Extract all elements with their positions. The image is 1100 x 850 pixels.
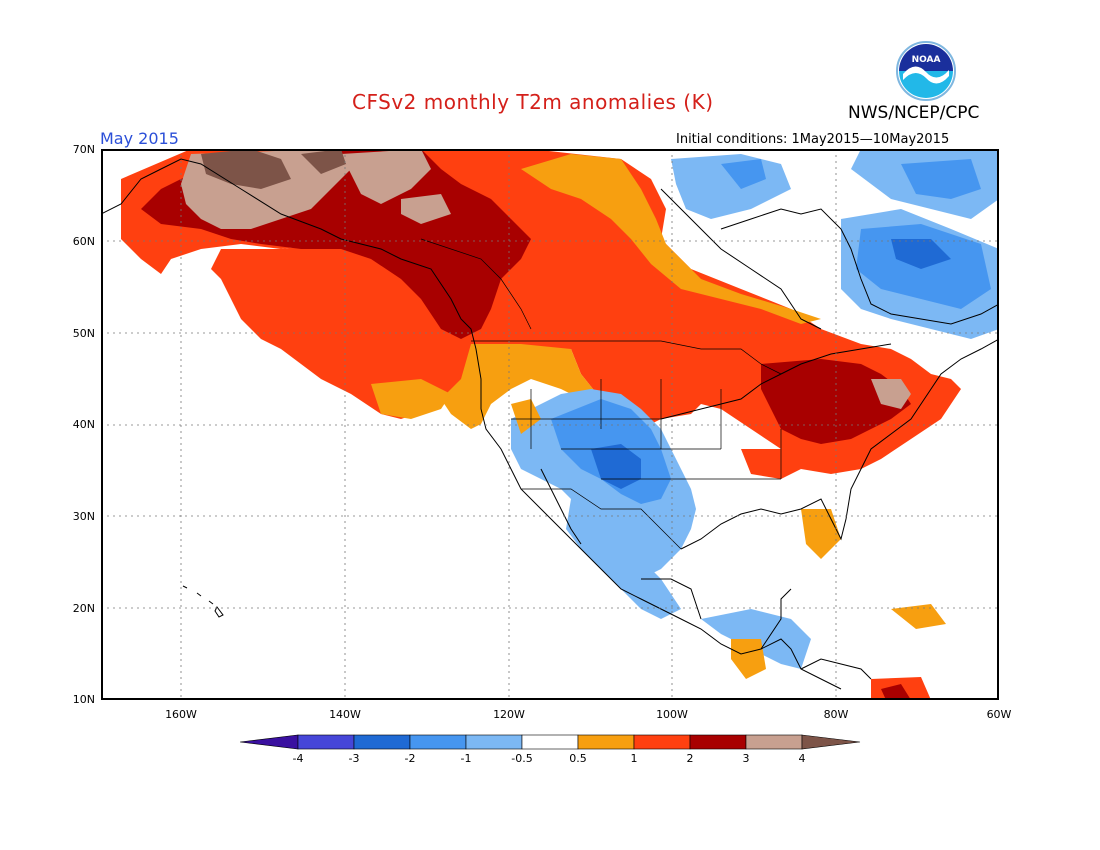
- lon-label-160w: 160W: [165, 708, 197, 721]
- hawaii-islands: [182, 585, 224, 618]
- temperature-anomaly-map: [101, 149, 999, 700]
- colorbar-segment: [297, 734, 355, 750]
- anomaly-fill: [121, 149, 999, 700]
- colorbar-label: 0.5: [569, 752, 587, 765]
- colorbar-label: -3: [348, 752, 360, 765]
- map-frame: [101, 149, 999, 700]
- colorbar-segment: [465, 734, 523, 750]
- lat-label-10n: 10N: [72, 693, 95, 706]
- lat-lon-grid: [101, 149, 999, 700]
- lon-label-140w: 140W: [329, 708, 361, 721]
- coastlines: [101, 158, 999, 690]
- lat-label-40n: 40N: [72, 418, 95, 431]
- lat-label-30n: 30N: [72, 510, 95, 523]
- lon-label-100w: 100W: [656, 708, 688, 721]
- colorbar-label: -4: [292, 752, 304, 765]
- colorbar-segment: [689, 734, 747, 750]
- lat-label-60n: 60N: [72, 235, 95, 248]
- chart-title: CFSv2 monthly T2m anomalies (K): [352, 90, 714, 114]
- colorbar-segment: [745, 734, 803, 750]
- colorbar-label: -0.5: [511, 752, 533, 765]
- colorbar-segment: [521, 734, 579, 750]
- noaa-logo-icon: NOAA: [896, 41, 956, 101]
- colorbar: [240, 734, 861, 750]
- colorbar-label: 2: [686, 752, 694, 765]
- colorbar-label: -1: [460, 752, 472, 765]
- colorbar-label: 1: [630, 752, 638, 765]
- colorbar-segment: [801, 734, 861, 750]
- lon-label-120w: 120W: [493, 708, 525, 721]
- colorbar-segment: [240, 734, 299, 750]
- colorbar-label: 4: [798, 752, 806, 765]
- noaa-logo-text: NOAA: [912, 55, 941, 65]
- lon-label-80w: 80W: [823, 708, 849, 721]
- colorbar-segment: [353, 734, 411, 750]
- lat-label-20n: 20N: [72, 602, 95, 615]
- lat-label-70n: 70N: [72, 143, 95, 156]
- colorbar-label: -2: [404, 752, 416, 765]
- colorbar-label: 3: [742, 752, 750, 765]
- initial-conditions: Initial conditions: 1May2015—10May2015: [676, 132, 950, 147]
- forecast-month: May 2015: [100, 129, 179, 148]
- lon-label-60w: 60W: [986, 708, 1012, 721]
- colorbar-segment: [577, 734, 635, 750]
- lat-label-50n: 50N: [72, 327, 95, 340]
- colorbar-segment: [409, 734, 467, 750]
- colorbar-segment: [633, 734, 691, 750]
- agency-label: NWS/NCEP/CPC: [848, 103, 980, 123]
- political-borders: [420, 238, 782, 550]
